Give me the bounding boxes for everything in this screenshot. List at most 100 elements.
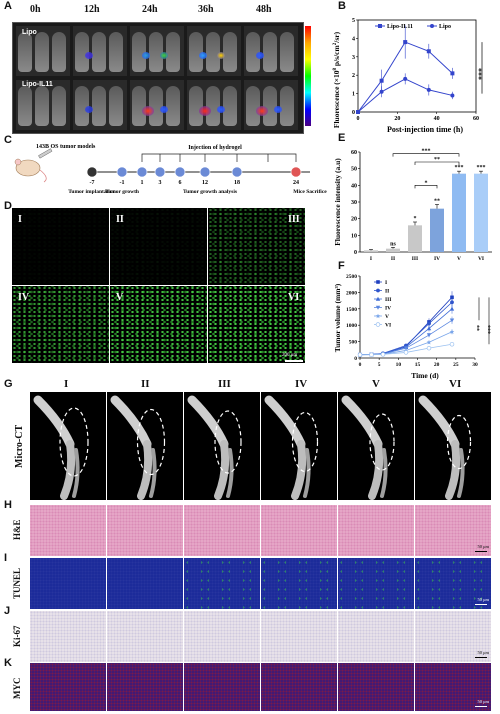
stain-label-Ki-67: Ki-67 <box>12 625 22 647</box>
mouse-silhouette <box>189 32 203 72</box>
x-tick-label: 10 <box>396 362 402 368</box>
x-tick-label: 60 <box>473 116 479 122</box>
data-point <box>426 87 431 92</box>
stain-cell <box>338 558 414 609</box>
mouse-silhouette <box>92 32 106 72</box>
mouse-silhouette <box>92 86 106 126</box>
data-point <box>379 89 384 94</box>
ct-bone-render <box>187 395 242 500</box>
bar-III <box>408 225 422 252</box>
timeline-dot <box>199 166 211 178</box>
fluorescence-spot <box>142 52 150 59</box>
timeline-dot <box>136 166 148 178</box>
timeline-day-label: 1 <box>141 180 144 186</box>
legend-label: Lipo <box>439 24 451 30</box>
mouse-silhouette <box>18 32 32 72</box>
data-point <box>449 329 455 334</box>
stain-scalebar <box>475 656 487 658</box>
time-label-12h: 12h <box>84 4 100 15</box>
mouse-silhouette <box>18 86 32 126</box>
bar-VI <box>474 173 488 252</box>
micro-ct-label: Micro-CT <box>14 424 25 468</box>
stain-cell <box>338 663 414 711</box>
mouse-silhouette <box>246 32 260 72</box>
stain-cell <box>184 611 260 662</box>
femur-shape <box>187 395 229 449</box>
stain-cell <box>261 505 337 556</box>
data-point <box>426 333 432 338</box>
data-point <box>426 339 432 345</box>
stain-cell <box>184 505 260 556</box>
x-tick-label: 0 <box>359 362 362 368</box>
mouse-silhouette <box>263 86 277 126</box>
legend-label: V <box>385 314 389 320</box>
stain-cell <box>338 505 414 556</box>
bar-II <box>386 248 400 252</box>
tumor-region-outline <box>59 407 89 477</box>
fibula-shape <box>72 448 80 498</box>
mouse-silhouette <box>132 86 146 126</box>
legend-label: VI <box>385 323 391 329</box>
fibula-shape <box>380 448 388 498</box>
colorbar <box>305 26 311 126</box>
fluor-cell-III: III <box>208 208 305 285</box>
chart-b-frame <box>357 19 477 113</box>
fluorescence-spot <box>142 106 154 116</box>
stain-cell <box>261 611 337 662</box>
y-tick-label: 500 <box>349 340 358 346</box>
chart-b-ylabel: Fluorescence (×108 p/s/cm2/sr) <box>332 31 341 128</box>
y-tick-label: 2000 <box>346 290 357 296</box>
ct-cell-IV <box>261 392 337 500</box>
y-tick-label: 60 <box>351 150 357 156</box>
chart-f-ylabel: Tumor volume (mm³) <box>333 283 342 352</box>
timeline-day-label: 6 <box>179 180 182 186</box>
ct-bone-render <box>264 395 319 500</box>
ct-header-I: I <box>64 378 69 390</box>
timeline-day-label: 3 <box>159 180 162 186</box>
data-point <box>403 40 408 45</box>
mouse-silhouette <box>280 86 294 126</box>
fluorescence-spot <box>160 106 168 113</box>
legend-label: IV <box>385 306 391 312</box>
panel-h-label: H <box>4 499 12 511</box>
mouse-silhouette <box>263 32 277 72</box>
stain-cell <box>30 558 106 609</box>
mouse-silhouette <box>35 32 49 72</box>
timeline: 143B OS tumor models Injection of hydrog… <box>14 144 327 195</box>
stain-cell <box>107 611 183 662</box>
sig-bracket-label: ** <box>434 157 440 163</box>
timeline-title: 143B OS tumor models <box>36 144 96 150</box>
mouse-silhouette <box>189 86 203 126</box>
y-tick-label: 4 <box>352 36 355 42</box>
ct-header-IV: IV <box>295 378 308 390</box>
y-tick-label: 0 <box>352 110 355 116</box>
time-label-48h: 48h <box>256 4 272 15</box>
panel-g-label: G <box>4 378 13 390</box>
fluor-group-label: V <box>116 292 124 303</box>
time-label-36h: 36h <box>198 4 214 15</box>
chart-b: 0 20 40 60 0 1 2 3 4 5 Lipo-IL11 Lipo Post-injectio… <box>332 18 486 134</box>
fluor-group-label: I <box>18 214 22 225</box>
mouse-silhouette <box>246 86 260 126</box>
bar-sig-label: *** <box>477 165 486 171</box>
tumor-region-outline <box>291 411 319 473</box>
mouse-silhouette <box>166 32 180 72</box>
ct-bone-render <box>341 395 395 500</box>
femur-shape <box>341 395 383 449</box>
legend-marker <box>375 322 381 327</box>
caption-analysis: Tumor growth analysis <box>183 189 237 195</box>
timeline-dot <box>174 166 186 178</box>
fibula-shape <box>303 448 311 498</box>
stain-cell <box>261 663 337 711</box>
femur-shape <box>33 395 75 449</box>
ct-cell-II <box>107 392 183 500</box>
panel-d-label: D <box>4 200 12 212</box>
imaging-cell <box>244 26 298 76</box>
mouse-icon <box>14 158 47 183</box>
ct-cell-V <box>338 392 414 500</box>
data-point <box>426 326 432 331</box>
bar-V <box>452 173 466 252</box>
fluorescence-spot <box>274 106 282 113</box>
fluorescence-spot <box>199 52 207 59</box>
stain-cell <box>338 611 414 662</box>
